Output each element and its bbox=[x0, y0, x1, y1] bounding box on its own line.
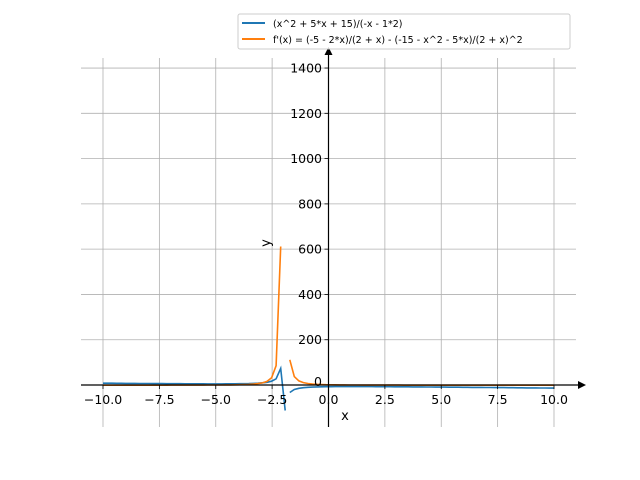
x-tick-label: −10.0 bbox=[84, 392, 122, 407]
legend-label-1: f'(x) = (-5 - 2*x)/(2 + x) - (-15 - x^2 … bbox=[273, 35, 523, 46]
x-axis-arrow-icon bbox=[578, 381, 586, 389]
x-tick-label: 2.5 bbox=[375, 392, 395, 407]
legend-label-0: (x^2 + 5*x + 15)/(-x - 1*2) bbox=[273, 19, 403, 30]
x-tick-label: 10.0 bbox=[540, 392, 568, 407]
y-tick-label: 1000 bbox=[290, 151, 322, 166]
y-axis-label: y bbox=[259, 239, 274, 247]
y-tick-label: 400 bbox=[298, 287, 322, 302]
x-axis-label: x bbox=[341, 409, 349, 424]
series-0-line-segment-1 bbox=[289, 385, 554, 394]
y-axis-arrow-icon bbox=[324, 47, 333, 55]
x-tick-label: −5.0 bbox=[201, 392, 231, 407]
tick-labels: −10.0 −7.5 −5.0 −2.5 0.0 2.5 5.0 7.5 10.0 0 200 400… bbox=[84, 61, 568, 407]
y-tick-label: 800 bbox=[298, 196, 322, 211]
x-tick-label: −7.5 bbox=[144, 392, 174, 407]
y-tick-label: 1400 bbox=[290, 61, 322, 76]
y-tick-label: 200 bbox=[298, 332, 322, 347]
x-tick-label: 7.5 bbox=[488, 392, 508, 407]
legend: (x^2 + 5*x + 15)/(-x - 1*2) f'(x) = (-5 … bbox=[237, 13, 571, 50]
x-tick-label: −2.5 bbox=[257, 392, 287, 407]
series-1-line-segment-1 bbox=[289, 359, 554, 387]
series-1-line-segment-0 bbox=[103, 246, 282, 387]
x-tick-label: 0.0 bbox=[319, 392, 339, 407]
axes bbox=[81, 47, 586, 427]
legend-box bbox=[237, 13, 571, 50]
y-tick-label: 1200 bbox=[290, 106, 322, 121]
x-tick-label: 5.0 bbox=[431, 392, 451, 407]
y-tick-label: 600 bbox=[298, 242, 322, 257]
y-tick-label: 0 bbox=[314, 374, 322, 389]
